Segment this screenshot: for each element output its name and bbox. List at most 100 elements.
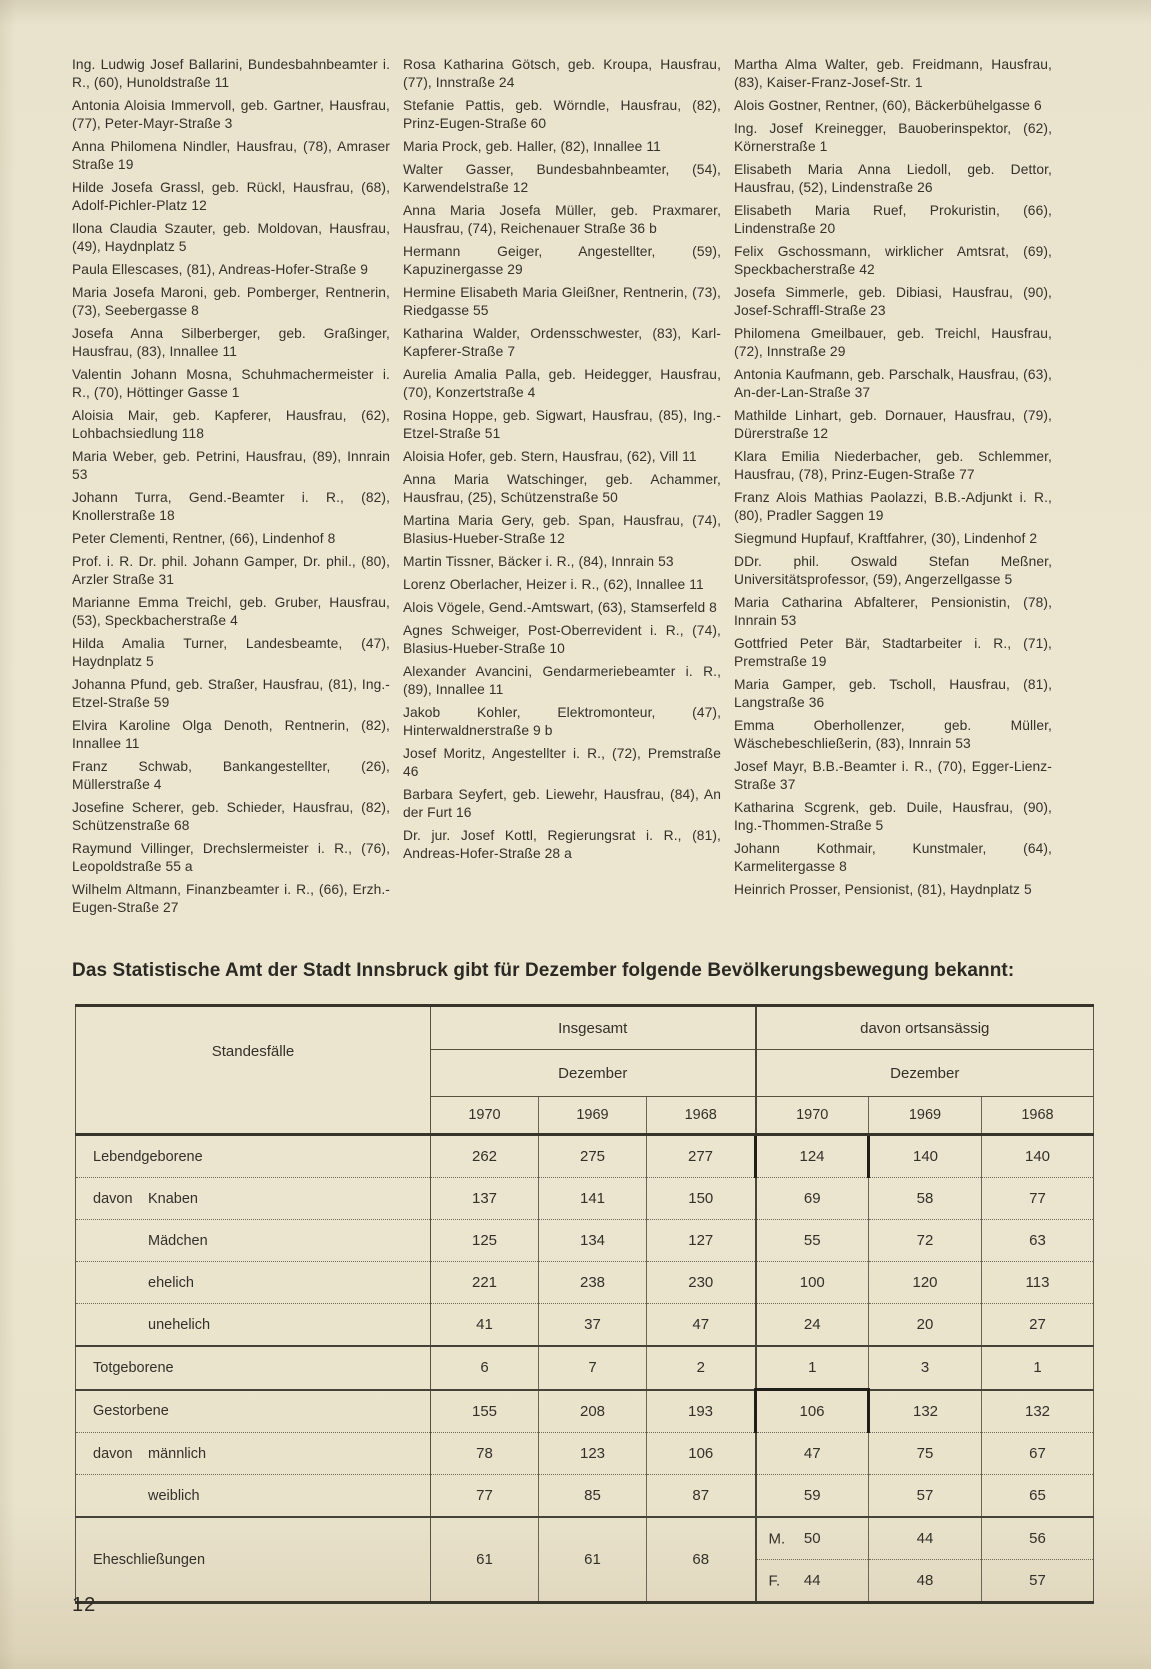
row-label: Eheschließungen <box>75 1517 431 1603</box>
value-cell: 277 <box>646 1134 756 1178</box>
person-entry: Gottfried Peter Bär, Stadtarbeiter i. R.… <box>734 636 1052 669</box>
table-row: davon Knaben 137 141 150 69 58 77 <box>75 1177 1094 1220</box>
value-cell: 41 <box>430 1303 539 1347</box>
person-entry: Josefa Simmerle, geb. Dibiasi, Hausfrau,… <box>734 285 1052 318</box>
value-cell-female: F. 44 <box>754 1559 869 1603</box>
person-entry: Josefa Anna Silberberger, geb. Graßinger… <box>72 326 390 359</box>
header-row-groups: Standesfälle Insgesamt davon ortsansässi… <box>75 1005 1094 1097</box>
person-entry: Elisabeth Maria Ruef, Prokuristin, (66),… <box>734 203 1052 236</box>
value-cell: 63 <box>981 1219 1094 1262</box>
male-prefix: M. <box>768 1530 786 1547</box>
person-entry: Paula Ellescases, (81), Andreas-Hofer-St… <box>72 262 368 277</box>
person-entry: Johanna Pfund, geb. Straßer, Hausfrau, (… <box>72 677 390 710</box>
value-cell: 132 <box>981 1389 1094 1433</box>
person-entry: Emma Oberhollenzer, geb. Müller, Wäscheb… <box>734 718 1052 751</box>
person-entry: Anna Philomena Nindler, Hausfrau, (78), … <box>72 139 390 172</box>
row-sublabel: männlich <box>148 1445 207 1462</box>
name-column-2: Rosa Katharina Götsch, geb. Kroupa, Haus… <box>403 56 721 922</box>
person-entry: Katharina Walder, Ordensschwester, (83),… <box>403 326 721 359</box>
page-number: 12 <box>72 1594 97 1616</box>
value-cell: 47 <box>754 1432 869 1475</box>
person-entry: Felix Gschossmann, wirklicher Amtsrat, (… <box>734 244 1052 277</box>
person-entry: Ing. Ludwig Josef Ballarini, Bundesbahnb… <box>72 57 390 90</box>
person-entry: Katharina Scgrenk, geb. Duile, Hausfrau,… <box>734 800 1052 833</box>
empty-corner-cell <box>75 1096 431 1136</box>
value-cell: 262 <box>430 1134 539 1178</box>
row-label: Lebendgeborene <box>75 1134 431 1178</box>
person-entry: Franz Schwab, Bankangestellter, (26), Mü… <box>72 759 390 792</box>
person-entry: Aloisia Mair, geb. Kapferer, Hausfrau, (… <box>72 408 390 441</box>
value-cell: 141 <box>538 1177 647 1220</box>
person-entry: Ing. Josef Kreinegger, Bauoberinspektor,… <box>734 121 1052 154</box>
group-header-local: davon ortsansässig <box>754 1005 1094 1050</box>
person-entry: Maria Josefa Maroni, geb. Pomberger, Ren… <box>72 285 390 318</box>
group-header-total: Insgesamt <box>430 1005 756 1050</box>
person-entry: Maria Weber, geb. Petrini, Hausfrau, (89… <box>72 449 390 482</box>
value-cell: 56 <box>981 1517 1094 1560</box>
table-row-marriages-male: Eheschließungen 61 61 68 M. 50 44 56 <box>75 1517 1094 1603</box>
person-entry: Heinrich Prosser, Pensionist, (81), Hayd… <box>734 882 1032 897</box>
person-entry: Siegmund Hupfauf, Kraftfahrer, (30), Lin… <box>734 531 1038 546</box>
value-cell: 61 <box>538 1517 647 1603</box>
statistics-headline: Das Statistische Amt der Stadt Innsbruck… <box>72 960 1015 981</box>
row-label: Mädchen <box>75 1219 431 1262</box>
value-cell-highlighted: 106 <box>754 1388 870 1433</box>
value-cell: 87 <box>646 1474 756 1518</box>
value-cell: 59 <box>754 1474 869 1518</box>
row-label: Gestorbene <box>75 1389 431 1433</box>
header-row-years: 1970 1969 1968 1970 1969 1968 <box>75 1096 1094 1136</box>
person-entry: Rosina Hoppe, geb. Sigwart, Hausfrau, (8… <box>403 408 721 441</box>
person-entry: Anna Maria Josefa Müller, geb. Praxmarer… <box>403 203 721 236</box>
year-header: 1968 <box>981 1096 1094 1136</box>
population-statistics-table: Standesfälle Insgesamt davon ortsansässi… <box>75 1004 1094 1604</box>
value-cell-highlighted: 124 <box>754 1133 870 1178</box>
value-cell: 2 <box>646 1346 756 1391</box>
person-entry: Maria Gamper, geb. Tscholl, Hausfrau, (8… <box>734 677 1052 710</box>
value-cell: 67 <box>981 1432 1094 1475</box>
value-cell: 125 <box>430 1219 539 1262</box>
period-label-local: Dezember <box>754 1049 1094 1097</box>
person-entry: Marianne Emma Treichl, geb. Gruber, Haus… <box>72 595 390 628</box>
person-entry: Anna Maria Watschinger, geb. Achammer, H… <box>403 472 721 505</box>
person-entry: Maria Prock, geb. Haller, (82), Innallee… <box>403 139 661 154</box>
value-cell: 7 <box>538 1346 647 1391</box>
value-cell: 134 <box>538 1219 647 1262</box>
value-cell: 77 <box>430 1474 539 1518</box>
person-entry: Martha Alma Walter, geb. Freidmann, Haus… <box>734 57 1052 90</box>
value-cell: 75 <box>868 1432 982 1475</box>
value-cell: 69 <box>754 1177 869 1220</box>
person-entry: Hilda Amalia Turner, Landesbeamte, (47),… <box>72 636 390 669</box>
year-header: 1969 <box>868 1096 982 1136</box>
value-cell: 68 <box>646 1517 756 1603</box>
year-header: 1970 <box>430 1096 539 1136</box>
person-entry: Hermann Geiger, Angestellter, (59), Kapu… <box>403 244 721 277</box>
row-sublabel: weiblich <box>148 1487 200 1504</box>
value-cell: 208 <box>538 1389 647 1433</box>
value-cell: 47 <box>646 1303 756 1347</box>
year-header: 1968 <box>646 1096 756 1136</box>
value-cell: 78 <box>430 1432 539 1475</box>
row-sublabel: Mädchen <box>148 1232 208 1249</box>
table-row-marriages-female: F. 44 48 57 <box>76 1559 1094 1603</box>
row-sublabel: Knaben <box>148 1190 198 1207</box>
value-cell: 61 <box>430 1517 539 1603</box>
person-entry: Josef Moritz, Angestellter i. R., (72), … <box>403 746 721 779</box>
value-cell: 275 <box>538 1134 647 1178</box>
value-cell: 230 <box>646 1261 756 1304</box>
value-cell: 106 <box>646 1432 756 1475</box>
table-row: Lebendgeborene 262 275 277 124 140 140 <box>75 1133 1094 1178</box>
person-entry: Agnes Schweiger, Post-Oberrevident i. R.… <box>403 623 721 656</box>
person-entry: Elisabeth Maria Anna Liedoll, geb. Detto… <box>734 162 1052 195</box>
person-entry: Franz Alois Mathias Paolazzi, B.B.-Adjun… <box>734 490 1052 523</box>
person-entry: Barbara Seyfert, geb. Liewehr, Hausfrau,… <box>403 787 721 820</box>
year-header: 1970 <box>754 1096 869 1136</box>
person-entry: Wilhelm Altmann, Finanzbeamter i. R., (6… <box>72 882 390 915</box>
person-entry: Lorenz Oberlacher, Heizer i. R., (62), I… <box>403 577 704 592</box>
person-entry: Maria Catharina Abfalterer, Pensionistin… <box>734 595 1052 628</box>
person-entry: Rosa Katharina Götsch, geb. Kroupa, Haus… <box>403 57 721 90</box>
person-entry: Martin Tissner, Bäcker i. R., (84), Innr… <box>403 554 674 569</box>
person-entry: Jakob Kohler, Elektromonteur, (47), Hint… <box>403 705 721 738</box>
value-cell: 193 <box>646 1389 756 1433</box>
person-entry: Aurelia Amalia Palla, geb. Heidegger, Ha… <box>403 367 721 400</box>
row-label: ehelich <box>75 1261 431 1304</box>
